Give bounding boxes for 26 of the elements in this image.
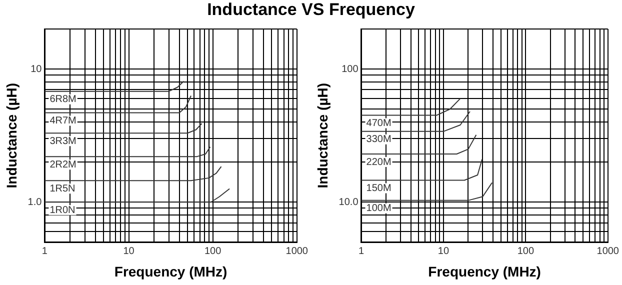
x-tick-label: 10 — [438, 246, 450, 257]
series-label: 220M — [366, 156, 392, 168]
series-label: 150M — [366, 183, 392, 194]
series-label: 3R3M — [50, 136, 76, 147]
y-tick-label: 10.0 — [338, 196, 359, 208]
series-label: 4R7M — [50, 115, 76, 126]
series-label: 100M — [366, 203, 392, 214]
chart-title: Inductance VS Frequency — [206, 0, 416, 20]
y-axis-title: Inductance (µH) — [314, 82, 330, 188]
series-label: 1R0N — [50, 204, 76, 216]
x-tick-label: 1000 — [596, 246, 620, 257]
y-axis-title: Inductance (µH) — [3, 82, 20, 188]
x-tick-label: 1000 — [286, 246, 308, 257]
x-axis-title: Frequency (MHz) — [428, 263, 541, 280]
x-axis-title: Frequency (MHz) — [114, 263, 228, 280]
y-tick-label: 1.0 — [28, 196, 42, 208]
series-label: 2R2M — [50, 159, 76, 170]
x-tick-label: 10 — [123, 246, 135, 257]
x-tick-label: 1 — [42, 246, 48, 257]
series-label: 6R8M — [50, 94, 76, 106]
series-label: 1R5N — [50, 183, 76, 194]
series-label: 330M — [366, 134, 392, 146]
x-tick-label: 100 — [204, 246, 222, 257]
x-tick-label: 100 — [517, 246, 534, 257]
x-tick-label: 1 — [358, 246, 364, 257]
series-label: 470M — [366, 118, 392, 129]
